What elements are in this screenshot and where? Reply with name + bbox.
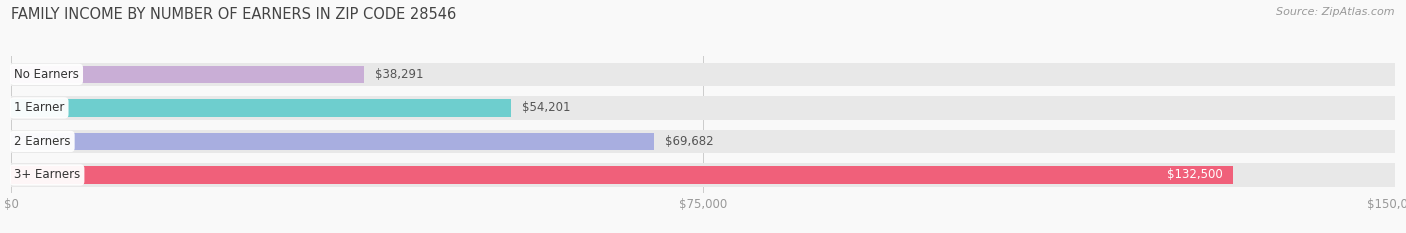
Bar [11,133,654,150]
Text: $38,291: $38,291 [375,68,425,81]
Text: 3+ Earners: 3+ Earners [14,168,80,182]
Bar [11,130,1395,153]
Text: $54,201: $54,201 [522,101,571,114]
Text: FAMILY INCOME BY NUMBER OF EARNERS IN ZIP CODE 28546: FAMILY INCOME BY NUMBER OF EARNERS IN ZI… [11,7,457,22]
Text: Source: ZipAtlas.com: Source: ZipAtlas.com [1277,7,1395,17]
Text: $132,500: $132,500 [1167,168,1222,182]
Bar [11,66,364,83]
Text: No Earners: No Earners [14,68,79,81]
Bar [11,166,1233,184]
Text: 2 Earners: 2 Earners [14,135,70,148]
Text: 1 Earner: 1 Earner [14,101,65,114]
Bar [11,96,1395,120]
Bar [11,99,512,116]
Bar [11,63,1395,86]
Bar [11,163,1395,187]
Text: $69,682: $69,682 [665,135,714,148]
